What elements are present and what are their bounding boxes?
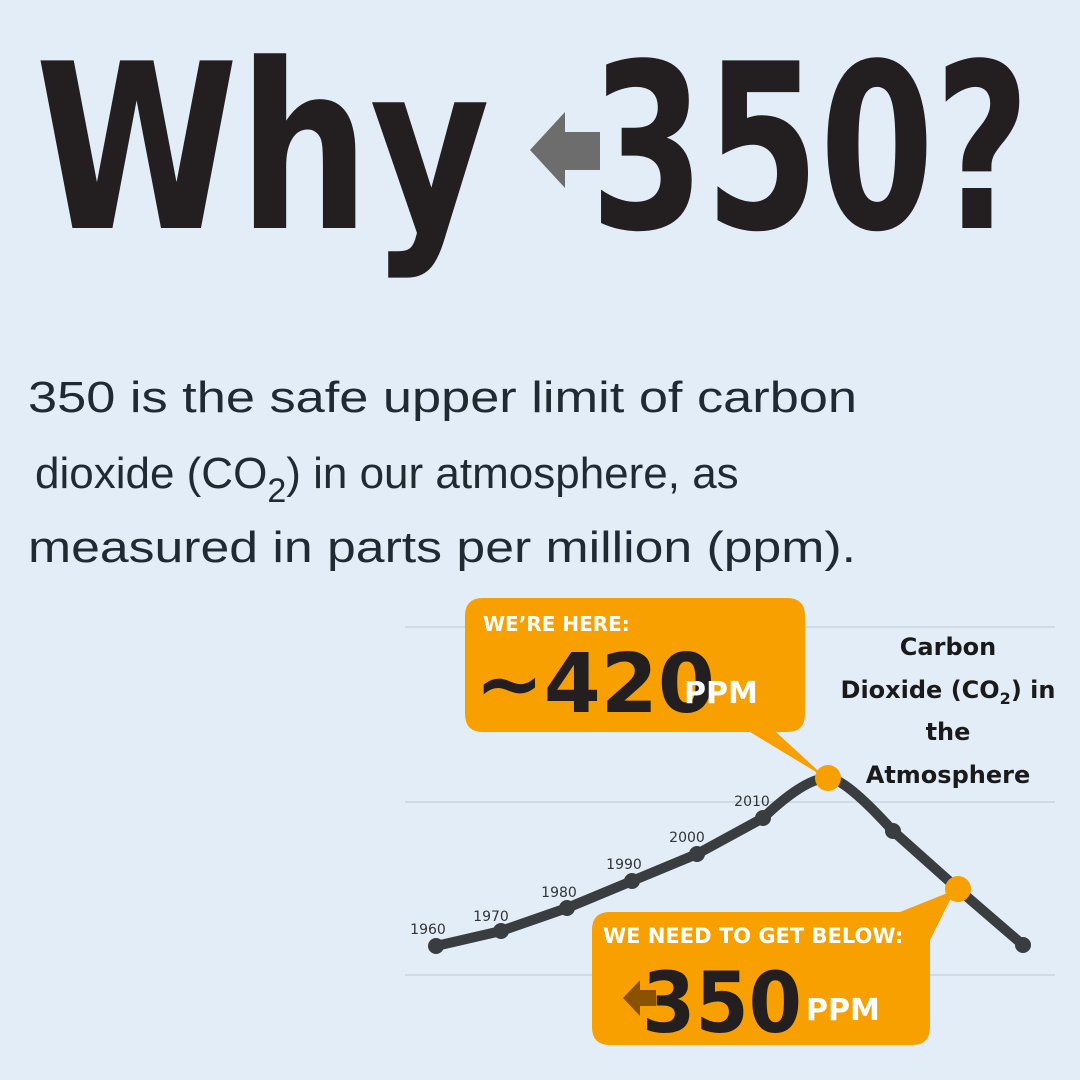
point xyxy=(885,823,901,839)
point xyxy=(1015,937,1031,953)
label-line: Atmosphere xyxy=(866,761,1030,789)
body-text: dioxide (CO xyxy=(35,449,267,498)
current-callout: WE’RE HERE: ~420 PPM xyxy=(465,598,826,778)
point xyxy=(493,923,509,939)
body-line: 350 is the safe upper limit of carbon xyxy=(28,373,857,422)
body-line: dioxide (CO2) in our atmosphere, as xyxy=(35,449,739,510)
year-label: 1970 xyxy=(473,909,509,925)
point xyxy=(689,846,705,862)
arrow-icon xyxy=(530,112,600,188)
callout-heading: WE NEED TO GET BELOW: xyxy=(603,924,903,948)
title-word: Why xyxy=(35,16,490,283)
label-line: Carbon xyxy=(900,633,996,661)
point xyxy=(624,873,640,889)
body-text: ) in our atmosphere, as xyxy=(286,449,738,498)
label-text: Dioxide (CO xyxy=(841,676,1000,704)
year-label: 2000 xyxy=(669,830,705,846)
callout-box xyxy=(465,598,826,778)
callout-unit: PPM xyxy=(684,676,758,711)
target-point xyxy=(945,876,971,902)
callout-box xyxy=(592,890,955,1045)
year-label: 1980 xyxy=(541,885,577,901)
label-text: ) in xyxy=(1011,676,1056,704)
year-label: 1960 xyxy=(410,922,446,938)
point xyxy=(428,938,444,954)
year-label: 1990 xyxy=(606,857,642,873)
subscript: 2 xyxy=(267,472,286,510)
callout-value: ~420 xyxy=(475,637,715,732)
point xyxy=(755,810,771,826)
body-line: measured in parts per million (ppm). xyxy=(28,523,856,572)
year-label: 2010 xyxy=(734,794,770,810)
point xyxy=(559,900,575,916)
subscript: 2 xyxy=(1000,689,1011,708)
arrow-icon xyxy=(623,980,656,1016)
title-number: 350? xyxy=(590,16,1030,283)
points xyxy=(428,810,1031,954)
target-callout: WE NEED TO GET BELOW: 350 PPM xyxy=(592,890,955,1052)
callout-value: 350 xyxy=(642,954,802,1052)
label-line: Dioxide (CO2) in xyxy=(841,676,1056,708)
callout-heading: WE’RE HERE: xyxy=(483,612,630,636)
graphic-label: Carbon Dioxide (CO2) in the Atmosphere xyxy=(841,633,1056,789)
label-line: the xyxy=(926,718,971,746)
current-point xyxy=(815,765,841,791)
callout-unit: PPM xyxy=(806,993,880,1028)
